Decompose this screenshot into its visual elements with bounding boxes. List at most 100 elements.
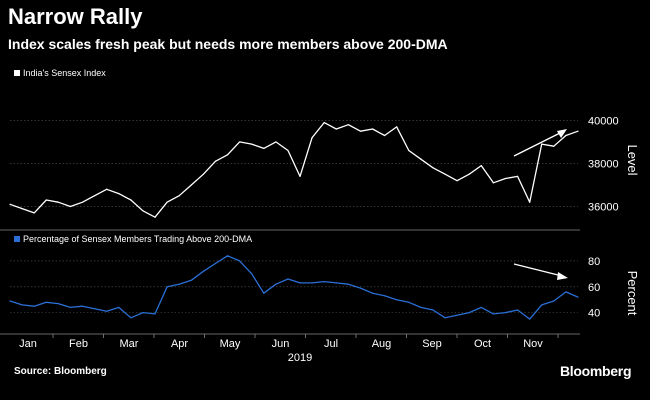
data-point [81,201,84,203]
data-point [492,182,495,184]
data-point [504,312,507,314]
data-point [287,278,289,280]
x-tick-label: May [220,338,241,350]
data-point [21,208,23,210]
data-point [202,173,204,175]
data-point [69,306,72,309]
data-point [142,210,144,212]
data-point [45,199,47,201]
data-point [263,147,265,149]
top-panel: 36000 38000 40000 India's Sensex Index Level [0,68,640,231]
legend-label: Percentage of Sensex Members Trading Abo… [23,234,252,244]
data-point [347,283,349,285]
y-tick-label: 36000 [588,201,619,213]
x-tick-label: Jun [272,338,290,350]
data-point [371,292,374,294]
trend-arrow-up-head [557,129,567,138]
data-point [335,128,337,130]
trend-arrow-down-head [557,272,568,280]
data-point [106,188,108,190]
data-point [275,141,277,143]
data-point [106,310,108,312]
chart-subtitle: Index scales fresh peak but needs more m… [8,36,448,52]
data-point [396,126,398,128]
data-point [178,195,180,197]
y-axis-label: Level [625,144,640,175]
data-point [118,306,120,309]
data-point [93,308,96,310]
data-point [299,175,301,177]
x-tick-label: Aug [372,338,392,350]
data-point [287,149,289,152]
data-point [311,137,313,139]
y-tick-label: 60 [588,282,600,294]
y-axis-label: Percent [625,271,640,316]
data-point [359,130,362,132]
data-point [347,124,349,126]
data-point [239,260,241,262]
data-point [577,130,579,132]
data-point [226,255,229,257]
data-point [468,173,470,175]
data-point [420,158,422,160]
data-point [529,318,531,320]
data-point [154,313,156,315]
data-point [553,300,555,302]
data-point [9,300,11,302]
data-point [456,180,458,182]
trend-arrow-up [513,131,563,157]
data-point [45,301,47,303]
data-point [444,173,446,175]
data-point [251,143,253,145]
source-note: Source: Bloomberg [14,366,107,377]
data-point [420,306,422,309]
data-point [214,262,217,265]
data-point [456,314,458,316]
data-point [432,167,434,169]
x-tick-label: Sep [422,338,442,350]
data-point [166,286,168,288]
data-point [93,195,96,197]
data-point [239,141,241,143]
data-point [33,212,35,214]
data-point [408,149,410,152]
data-point [516,309,519,311]
y-tick-label: 40 [588,308,600,320]
data-point [57,302,59,305]
data-point [190,184,192,186]
data-point [504,177,507,180]
data-point [263,292,265,294]
x-tick-label: Nov [523,338,543,350]
data-point [130,199,132,201]
y-tick-label: 40000 [588,115,619,127]
data-point [214,160,217,162]
data-point [553,145,555,147]
data-point [516,175,519,177]
data-point [166,201,168,203]
data-point [565,291,567,293]
legend-swatch [14,236,20,242]
data-point [480,165,482,167]
data-point [33,305,35,307]
data-point [323,121,325,124]
data-point [81,305,84,307]
bloomberg-logo: Bloomberg [560,363,632,379]
data-point [130,317,132,319]
x-tick-label: Oct [474,338,491,350]
data-point [142,312,144,314]
data-point [529,201,531,203]
trend-arrow-down [513,263,563,277]
x-tick-label: Apr [171,338,188,350]
legend-swatch [14,70,20,76]
data-point [480,306,482,309]
data-point [432,309,434,311]
data-point [323,281,325,283]
x-year-label: 2019 [288,352,312,364]
x-axis: Jan Feb Mar Apr May Jun Jul Aug Sep Oct Nov 2019 [19,334,559,364]
data-point [396,299,398,301]
x-tick-label: Jan [19,338,37,350]
data-point [154,216,156,218]
data-point [202,270,204,272]
data-point [565,134,567,137]
